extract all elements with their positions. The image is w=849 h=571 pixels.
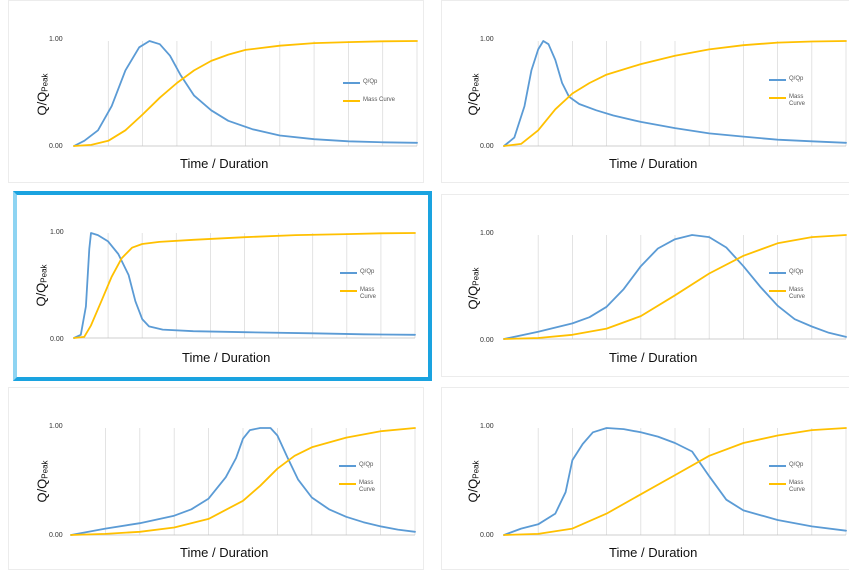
legend-label-series-1: Q/Qp	[789, 269, 804, 275]
chart-panel-2[interactable]: Q/QPeak 1.00 0.00 Q/Qp Mass Curve Time /…	[441, 0, 849, 183]
series-line-1	[70, 427, 416, 536]
y-tick-top: 1.00	[49, 423, 63, 430]
legend-item-series-2: Mass Curve	[769, 287, 839, 301]
plot-area	[503, 234, 847, 340]
series-line-1	[503, 40, 847, 147]
x-axis-label: Time / Duration	[609, 545, 698, 560]
legend-item-series-2: Mass Curve	[769, 94, 839, 108]
legend-label-series-1: Q/Qp	[360, 269, 375, 275]
y-tick-bottom: 0.00	[480, 532, 494, 539]
y-tick-top: 1.00	[480, 230, 494, 237]
x-axis-label: Time / Duration	[609, 156, 698, 171]
legend-swatch-series-1	[769, 465, 786, 467]
y-tick-bottom: 0.00	[49, 532, 63, 539]
series-line-2	[503, 40, 847, 147]
legend-swatch-series-2	[769, 290, 786, 292]
y-tick-bottom: 0.00	[480, 337, 494, 344]
series-line-2	[70, 427, 416, 536]
legend-item-series-2: Mass Curve	[340, 287, 410, 301]
y-tick-top: 1.00	[480, 36, 494, 43]
legend-label-series-1: Q/Qp	[789, 76, 804, 82]
legend: Q/Qp Mass Curve	[769, 76, 839, 119]
legend-swatch-series-2	[339, 483, 356, 485]
legend: Q/Qp Mass Curve	[340, 269, 410, 312]
legend-label-series-2: Mass Curve	[789, 480, 806, 493]
series-line-1	[503, 234, 847, 340]
plot-area	[503, 427, 847, 536]
x-axis-label: Time / Duration	[180, 156, 269, 171]
legend-swatch-series-1	[769, 79, 786, 81]
legend-swatch-series-1	[339, 465, 356, 467]
legend-label-series-1: Q/Qp	[363, 79, 378, 85]
legend: Q/Qp Mass Curve	[343, 79, 413, 115]
series-line-1	[73, 40, 418, 147]
chart-panel-1[interactable]: Q/QPeak 1.00 0.00 Q/Qp Mass Curve Time /…	[8, 0, 424, 183]
legend-label-series-2: Mass Curve	[360, 287, 377, 300]
series-line-2	[503, 427, 847, 536]
legend-label-series-1: Q/Qp	[789, 462, 804, 468]
legend-swatch-series-1	[343, 82, 360, 84]
series-line-2	[73, 40, 418, 147]
series-line-1	[503, 427, 847, 536]
chart-panel-6[interactable]: Q/QPeak 1.00 0.00 Q/Qp Mass Curve Time /…	[441, 387, 849, 570]
legend-item-series-1: Q/Qp	[340, 269, 410, 276]
legend-item-series-2: Mass Curve	[339, 480, 409, 494]
legend-label-series-2: Mass Curve	[359, 480, 376, 493]
plot-area	[70, 427, 416, 536]
legend-label-series-2: Mass Curve	[363, 97, 396, 103]
plot-area	[73, 232, 416, 339]
legend-item-series-1: Q/Qp	[769, 76, 839, 83]
x-axis-label: Time / Duration	[609, 350, 698, 365]
legend-item-series-1: Q/Qp	[769, 462, 839, 469]
legend-swatch-series-1	[769, 272, 786, 274]
legend-item-series-1: Q/Qp	[769, 269, 839, 276]
series-line-2	[503, 234, 847, 340]
plot-area	[503, 40, 847, 147]
series-line-2	[73, 232, 416, 339]
chart-panel-4[interactable]: Q/QPeak 1.00 0.00 Q/Qp Mass Curve Time /…	[441, 194, 849, 377]
legend-label-series-2: Mass Curve	[789, 287, 806, 300]
y-tick-top: 1.00	[50, 229, 64, 236]
series-line-1	[73, 232, 416, 339]
y-tick-top: 1.00	[49, 36, 63, 43]
legend-swatch-series-2	[340, 290, 357, 292]
legend: Q/Qp Mass Curve	[769, 462, 839, 505]
legend-item-series-2: Mass Curve	[343, 97, 413, 104]
legend-item-series-2: Mass Curve	[769, 480, 839, 494]
legend-swatch-series-2	[769, 97, 786, 99]
chart-panel-5[interactable]: Q/QPeak 1.00 0.00 Q/Qp Mass Curve Time /…	[8, 387, 424, 570]
plot-area	[73, 40, 418, 147]
legend-item-series-1: Q/Qp	[343, 79, 413, 86]
y-tick-bottom: 0.00	[49, 143, 63, 150]
legend-swatch-series-2	[769, 483, 786, 485]
y-tick-top: 1.00	[480, 423, 494, 430]
legend-swatch-series-2	[343, 100, 360, 102]
x-axis-label: Time / Duration	[180, 545, 269, 560]
legend-label-series-1: Q/Qp	[359, 462, 374, 468]
legend-swatch-series-1	[340, 272, 357, 274]
legend-label-series-2: Mass Curve	[789, 94, 806, 107]
chart-panel-3[interactable]: Q/QPeak 1.00 0.00 Q/Qp Mass Curve Time /…	[13, 191, 432, 381]
legend-item-series-1: Q/Qp	[339, 462, 409, 469]
y-tick-bottom: 0.00	[480, 143, 494, 150]
y-tick-bottom: 0.00	[50, 336, 64, 343]
x-axis-label: Time / Duration	[182, 350, 271, 365]
legend: Q/Qp Mass Curve	[339, 462, 409, 505]
legend: Q/Qp Mass Curve	[769, 269, 839, 312]
